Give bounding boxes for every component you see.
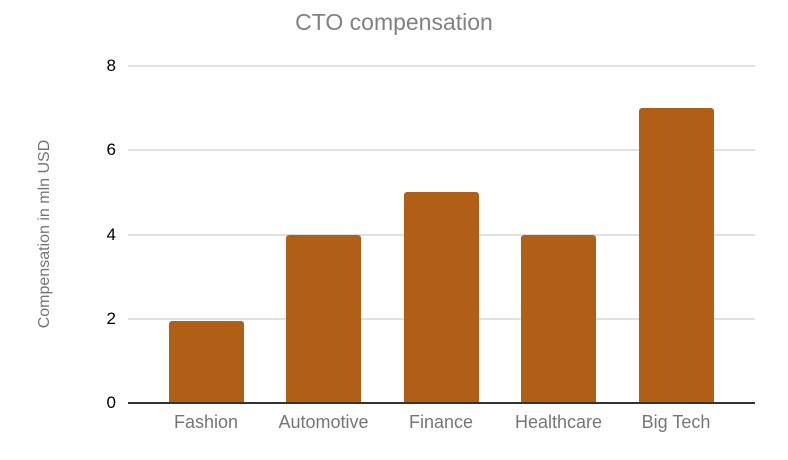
bar-big-tech: [638, 108, 714, 403]
x-category-label: Automotive: [278, 412, 369, 432]
bar-finance: [403, 192, 479, 403]
bar-healthcare: [521, 234, 596, 403]
y-axis-title: Compensation in mln USD: [36, 139, 53, 329]
y-tick-label: 8: [106, 56, 116, 75]
gridline: [128, 65, 755, 67]
x-category-label: Finance: [408, 412, 474, 432]
y-tick-label: 4: [106, 224, 116, 244]
x-category-label: Healthcare: [514, 412, 603, 432]
x-category-label: Fashion: [173, 412, 239, 432]
bar-automotive: [286, 234, 361, 403]
y-tick-label: 0: [106, 393, 116, 412]
bar-fashion: [168, 320, 244, 403]
x-category-label: Big Tech: [641, 412, 711, 432]
y-tick-label: 2: [106, 308, 116, 328]
x-axis-line: [128, 402, 755, 404]
gridline: [128, 149, 755, 152]
plot-area: 0 2 4 6 8 Fashion Automotive Finance Healthcare…: [107, 56, 755, 432]
chart-title: CTO compensation: [295, 9, 493, 35]
y-tick-label: 6: [106, 140, 116, 160]
